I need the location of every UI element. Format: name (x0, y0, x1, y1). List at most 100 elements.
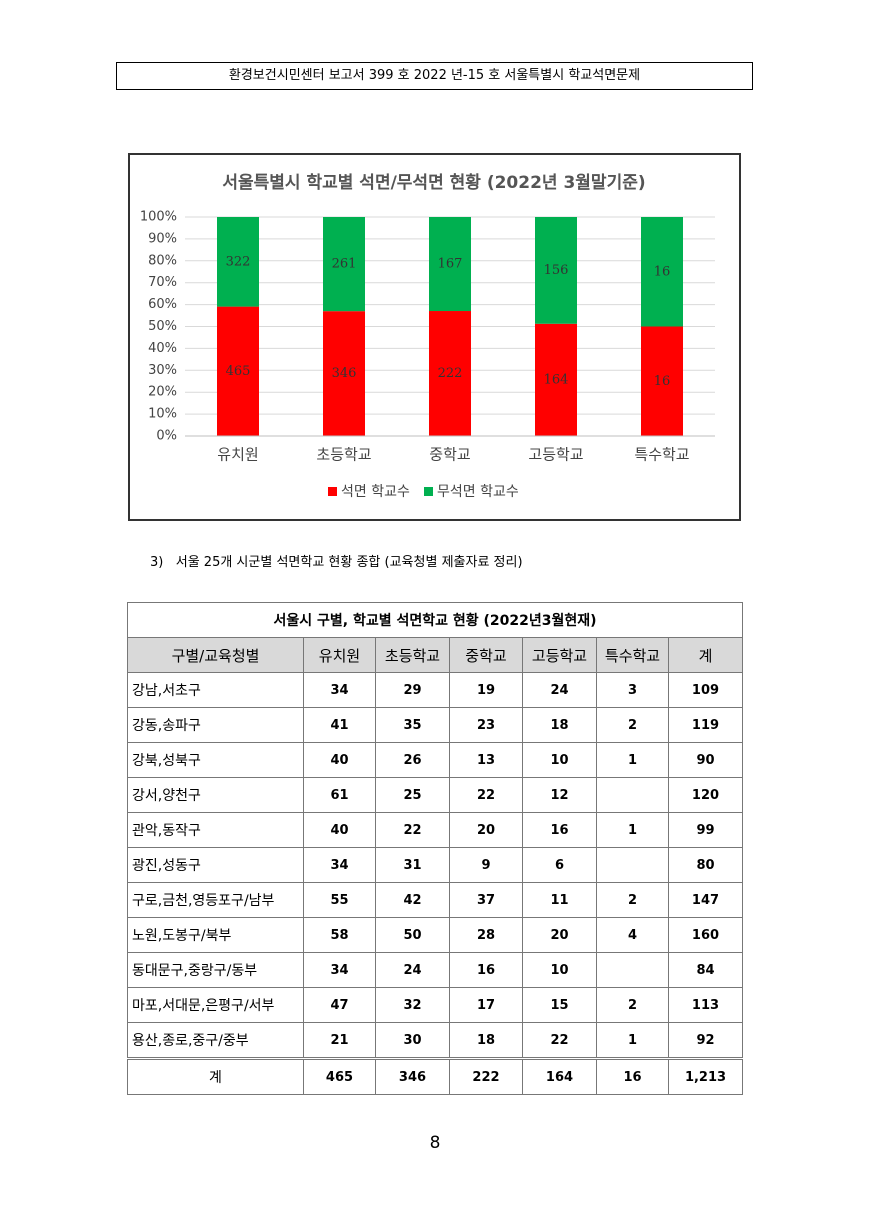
y-tick-label: 40% (148, 341, 177, 356)
table-row: 강북,성북구 40 26 13 10 1 90 (127, 742, 743, 778)
column-header: 유치원 (303, 637, 376, 673)
legend-swatch (328, 487, 337, 496)
cell: 40 (303, 742, 376, 778)
column-header: 중학교 (449, 637, 523, 673)
cell: 113 (668, 987, 743, 1023)
cell: 13 (449, 742, 523, 778)
table-row: 관악,동작구 40 22 20 16 1 99 (127, 812, 743, 848)
x-tick-label: 중학교 (429, 446, 470, 464)
cell: 160 (668, 917, 743, 953)
cell: 29 (375, 672, 450, 708)
data-label: 16 (654, 264, 671, 279)
cell: 11 (522, 882, 597, 918)
table-title: 서울시 구별, 학교별 석면학교 현황 (2022년3월현재) (127, 602, 743, 638)
legend-swatch (424, 487, 433, 496)
y-tick-label: 20% (148, 385, 177, 400)
cell: 18 (449, 1022, 523, 1059)
bar-segment (641, 217, 683, 327)
cell: 50 (375, 917, 450, 953)
cell: 16 (596, 1057, 669, 1095)
y-tick-label: 30% (148, 363, 177, 378)
cell: 42 (375, 882, 450, 918)
cell: 22 (522, 1022, 597, 1059)
cell: 1 (596, 812, 669, 848)
cell: 10 (522, 742, 597, 778)
table-title-row: 서울시 구별, 학교별 석면학교 현황 (2022년3월현재) (127, 602, 743, 638)
row-label: 강동,송파구 (127, 707, 304, 743)
y-tick-label: 50% (148, 319, 177, 334)
bar-segment (535, 217, 577, 324)
x-tick-label: 고등학교 (528, 446, 583, 464)
cell: 80 (668, 847, 743, 883)
x-tick-label: 특수학교 (634, 446, 689, 464)
section-heading: 3) 서울 25개 시군별 석면학교 현황 종합 (교육청별 제출자료 정리) (150, 552, 523, 574)
cell: 34 (303, 952, 376, 988)
data-label: 222 (438, 366, 463, 381)
cell (596, 952, 669, 988)
cell: 16 (522, 812, 597, 848)
cell: 30 (375, 1022, 450, 1059)
cell: 31 (375, 847, 450, 883)
section-title: 서울 25개 시군별 석면학교 현황 종합 (교육청별 제출자료 정리) (175, 555, 523, 570)
cell: 120 (668, 777, 743, 813)
cell: 20 (449, 812, 523, 848)
cell: 17 (449, 987, 523, 1023)
cell: 99 (668, 812, 743, 848)
table-row: 마포,서대문,은평구/서부 47 32 17 15 2 113 (127, 987, 743, 1023)
cell: 58 (303, 917, 376, 953)
data-label: 167 (438, 257, 463, 272)
bar-segment (323, 311, 365, 436)
cell: 12 (522, 777, 597, 813)
row-label: 광진,성동구 (127, 847, 304, 883)
cell: 24 (522, 672, 597, 708)
cell: 92 (668, 1022, 743, 1059)
y-tick-label: 0% (156, 429, 177, 444)
cell: 34 (303, 672, 376, 708)
y-tick-label: 70% (148, 275, 177, 290)
column-header: 구별/교육청별 (127, 637, 304, 673)
table-row: 구로,금천,영등포구/남부 55 42 37 11 2 147 (127, 882, 743, 918)
cell: 40 (303, 812, 376, 848)
table-row: 용산,종로,중구/중부 21 30 18 22 1 92 (127, 1022, 743, 1059)
cell: 22 (375, 812, 450, 848)
legend-label: 무석면 학교수 (437, 484, 519, 500)
cell: 109 (668, 672, 743, 708)
cell: 32 (375, 987, 450, 1023)
table-row: 동대문구,중랑구/동부 34 24 16 10 84 (127, 952, 743, 988)
cell: 26 (375, 742, 450, 778)
y-tick-label: 100% (140, 210, 177, 225)
row-label: 마포,서대문,은평구/서부 (127, 987, 304, 1023)
cell: 20 (522, 917, 597, 953)
row-label: 강남,서초구 (127, 672, 304, 708)
column-header: 특수학교 (596, 637, 669, 673)
cell: 164 (522, 1057, 597, 1095)
bar-segment (217, 217, 259, 307)
school-table: 서울시 구별, 학교별 석면학교 현황 (2022년3월현재) 구별/교육청별 유치… (127, 602, 743, 1095)
cell: 4 (596, 917, 669, 953)
bar-segment (535, 323, 577, 436)
table-row: 강남,서초구 34 29 19 24 3 109 (127, 672, 743, 708)
data-label: 16 (654, 374, 671, 389)
cell: 2 (596, 987, 669, 1023)
data-label: 346 (332, 366, 357, 381)
x-tick-label: 초등학교 (316, 446, 371, 464)
cell: 2 (596, 882, 669, 918)
cell (596, 847, 669, 883)
data-label: 164 (544, 372, 569, 387)
data-label: 322 (226, 254, 251, 269)
chart: 서울특별시 학교별 석면/무석면 현황 (2022년 3월말기준) 0% 10% 2… (128, 153, 741, 521)
row-label: 계 (127, 1057, 304, 1095)
cell: 222 (449, 1057, 523, 1095)
section-number: 3) (150, 555, 164, 570)
bar-segment (429, 217, 471, 312)
chart-title: 서울특별시 학교별 석면/무석면 현황 (2022년 3월말기준) (222, 172, 645, 193)
column-header: 고등학교 (522, 637, 597, 673)
row-label: 노원,도봉구/북부 (127, 917, 304, 953)
row-label: 구로,금천,영등포구/남부 (127, 882, 304, 918)
table-row: 노원,도봉구/북부 58 50 28 20 4 160 (127, 917, 743, 953)
cell: 18 (522, 707, 597, 743)
data-label: 261 (332, 257, 357, 272)
cell: 16 (449, 952, 523, 988)
bar-segment (641, 326, 683, 436)
cell: 19 (449, 672, 523, 708)
